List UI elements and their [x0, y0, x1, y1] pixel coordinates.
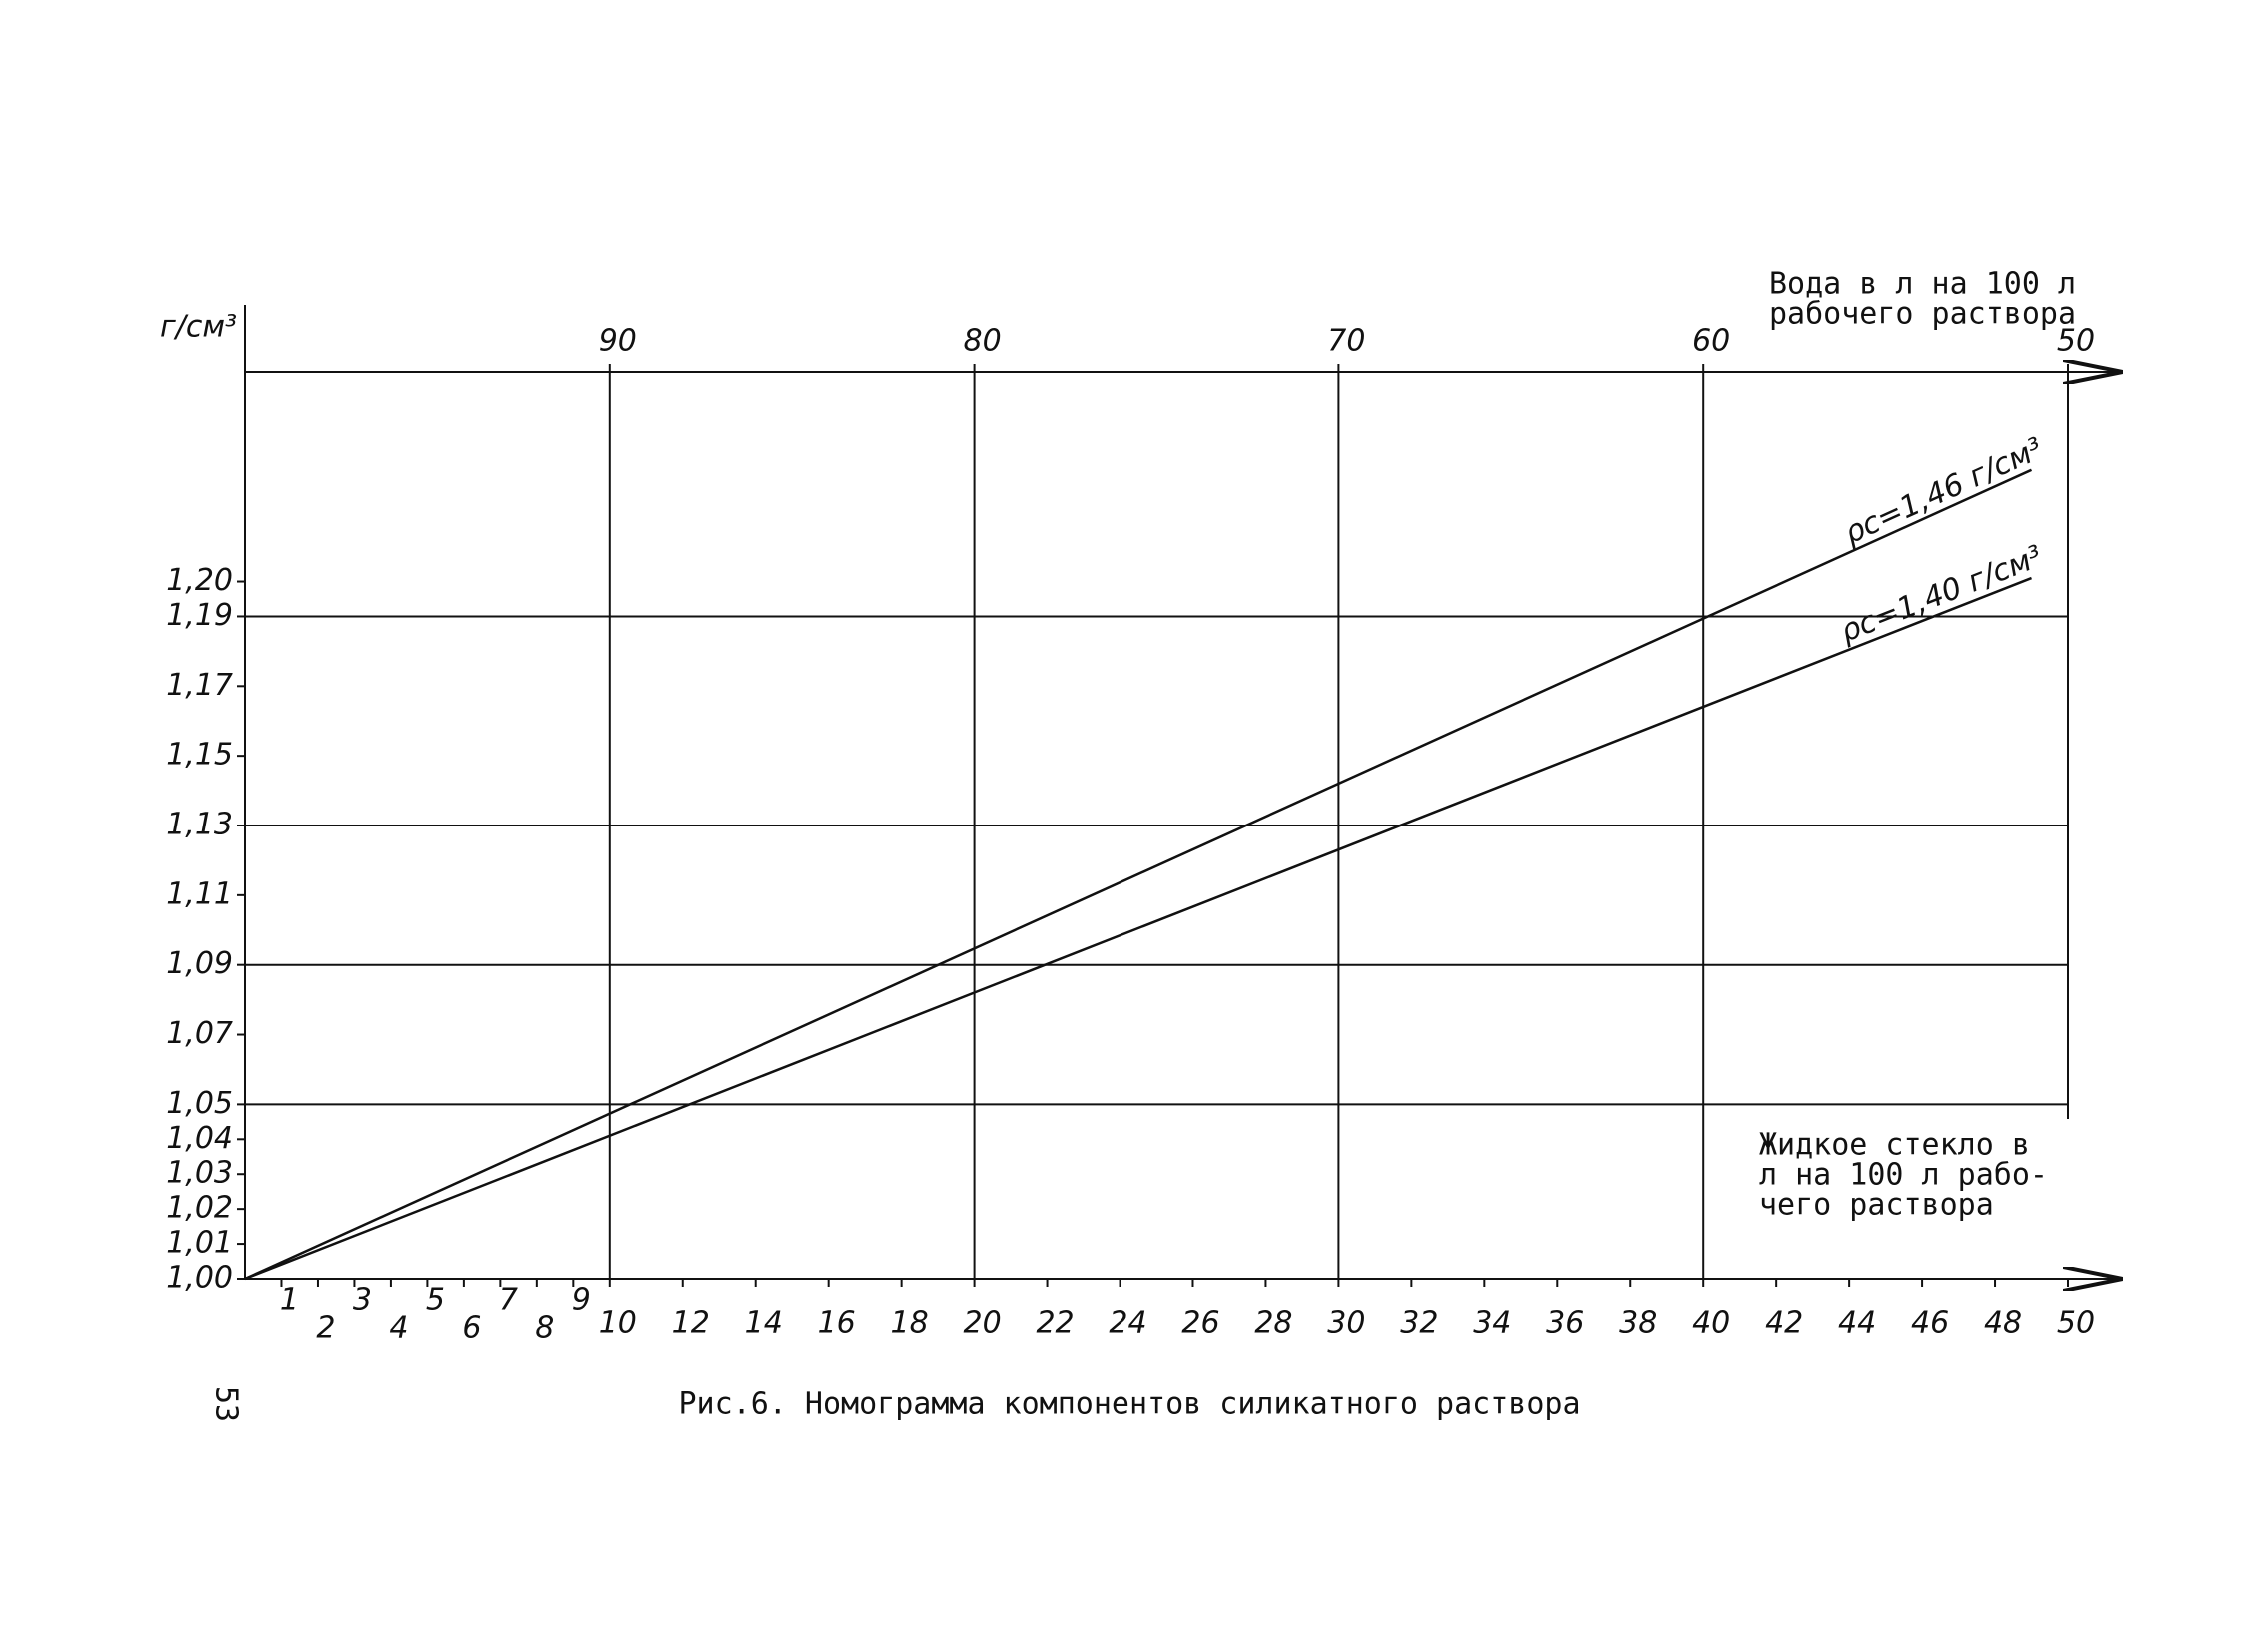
- x-tick-label: 7: [499, 1283, 518, 1318]
- x2-tick-label: 80: [964, 324, 1002, 359]
- y-tick-label: 1,13: [166, 808, 233, 842]
- x-tick-label: 34: [1473, 1306, 1511, 1341]
- x-tick-label: 9: [572, 1283, 591, 1318]
- y-tick-label: 1,11: [166, 876, 233, 911]
- x-tick-label: 4: [389, 1311, 408, 1346]
- x-tick-label: 28: [1254, 1306, 1292, 1341]
- x-tick-label: 5: [426, 1283, 445, 1318]
- x-tick-label: 20: [964, 1306, 1002, 1341]
- x-axis-label: л на 100 л рабо-: [1759, 1158, 2048, 1193]
- y-tick-label: 1,17: [166, 668, 233, 703]
- page-number: 53: [209, 1386, 244, 1422]
- x2-tick-label: 70: [1327, 324, 1365, 359]
- series-line: [244, 468, 2033, 1281]
- x2-tick-label: 90: [599, 324, 637, 359]
- legend-label: ρc=1,46 г/см³: [1839, 431, 2048, 551]
- x-tick-label: 42: [1765, 1306, 1803, 1341]
- x-tick-label: 50: [2057, 1306, 2095, 1341]
- x-tick-label: 10: [599, 1306, 637, 1341]
- y-tick-label: 1,04: [166, 1121, 233, 1156]
- x-tick-label: 30: [1327, 1306, 1365, 1341]
- y-axis-label: г/см³: [160, 310, 237, 345]
- x-tick-label: 18: [891, 1306, 929, 1341]
- x-tick-label: 22: [1036, 1306, 1074, 1341]
- y-tick-label: 1,00: [166, 1261, 233, 1296]
- x2-tick-label: 60: [1692, 324, 1730, 359]
- x-tick-label: 40: [1692, 1306, 1730, 1341]
- y-tick-label: 1,05: [166, 1086, 233, 1121]
- x2-axis-label: рабочего раствора: [1769, 297, 2076, 332]
- y-tick-label: 1,09: [166, 946, 233, 981]
- y-tick-label: 1,03: [166, 1156, 233, 1191]
- x-tick-label: 1: [280, 1283, 299, 1318]
- x-tick-label: 2: [316, 1311, 335, 1346]
- x-tick-label: 16: [818, 1306, 856, 1341]
- x-tick-label: 36: [1546, 1306, 1584, 1341]
- x-axis-label: Жидкое стекло в: [1759, 1128, 2030, 1163]
- x2-axis-label: Вода в л на 100 л: [1769, 267, 2076, 302]
- series-line: [244, 576, 2032, 1281]
- y-tick-label: 1,01: [166, 1226, 233, 1261]
- legend-label: ρc=1,40 г/см³: [1836, 539, 2048, 650]
- y-tick-label: 1,07: [166, 1016, 233, 1051]
- x-tick-label: 48: [1984, 1306, 2022, 1341]
- x2-tick-label: 50: [2057, 324, 2095, 359]
- x-tick-label: 24: [1109, 1306, 1146, 1341]
- y-tick-label: 1,15: [166, 738, 233, 773]
- x-tick-label: 46: [1911, 1306, 1949, 1341]
- x-tick-label: 6: [462, 1311, 481, 1346]
- x-tick-label: 3: [353, 1283, 372, 1318]
- x-tick-label: 26: [1181, 1306, 1219, 1341]
- x-tick-label: 32: [1400, 1306, 1438, 1341]
- x-axis-label: чего раствора: [1759, 1188, 1994, 1223]
- x-tick-label: 12: [672, 1306, 710, 1341]
- x-tick-label: 8: [535, 1311, 554, 1346]
- x-tick-label: 44: [1838, 1306, 1876, 1341]
- x-tick-label: 14: [745, 1306, 783, 1341]
- y-tick-label: 1,19: [166, 598, 233, 633]
- y-tick-label: 1,20: [166, 563, 233, 598]
- caption: Рис.6. Номограмма компонентов силикатног…: [678, 1387, 1580, 1422]
- x-tick-label: 38: [1619, 1306, 1657, 1341]
- y-tick-label: 1,02: [166, 1191, 233, 1226]
